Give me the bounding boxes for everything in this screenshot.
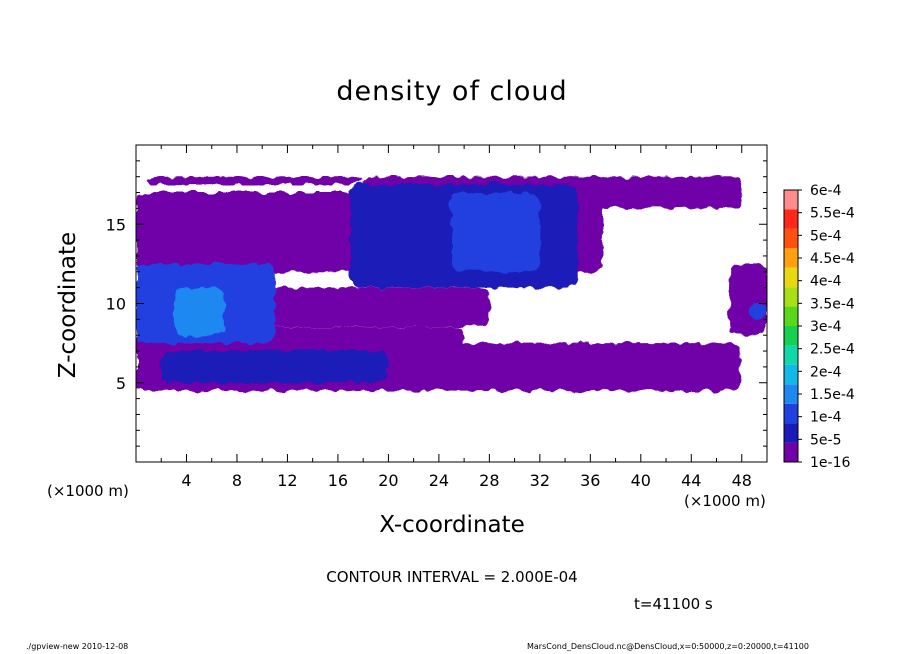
colorbar-swatch (784, 326, 798, 346)
x-tick-label: 8 (232, 471, 242, 490)
colorbar-swatch (784, 209, 798, 229)
colorbar-swatch (784, 190, 798, 210)
contour-interval-label: CONTOUR INTERVAL = 2.000E-04 (0, 568, 904, 586)
x-tick-label: 24 (429, 471, 449, 490)
y-axis-label: Z-coordinate (55, 231, 81, 379)
x-axis-label: X-coordinate (379, 512, 525, 538)
colorbar-swatch (784, 403, 798, 424)
colorbar-swatch (784, 306, 798, 326)
colorbar-label: 1e-16 (810, 455, 850, 471)
cloud-region (729, 263, 767, 336)
time-label: t=41100 s (634, 595, 713, 613)
x-tick-label: 28 (479, 471, 499, 490)
x-axis: 4 8 12 16 20 24 28 32 36 40 44 48 (160, 145, 752, 490)
colorbar-label: 4.5e-4 (810, 251, 855, 267)
colorbar: 1e-16 5e-5 1e-4 1.5e-4 2e-4 2.5e-4 3e-4 3.5e-4 4… (783, 183, 855, 471)
footer-right: MarsCond_DensCloud.nc@DensCloud,x=0:5000… (527, 642, 809, 651)
colorbar-label: 5e-5 (810, 432, 841, 448)
x-tick-label: 16 (328, 471, 348, 490)
colorbar-swatch (784, 423, 798, 443)
colorbar-label: 5e-4 (810, 228, 842, 244)
cloud-region (173, 287, 225, 336)
cloud-region (748, 303, 767, 320)
contour-interval-text: CONTOUR INTERVAL = 2.000E-04 (326, 568, 578, 586)
colorbar-swatch (784, 364, 798, 385)
colorbar-label: 5.5e-4 (810, 206, 855, 222)
colorbar-label: 6e-4 (810, 183, 842, 199)
x-unit-left: (×1000 m) (47, 482, 129, 500)
y-tick-label: 15 (106, 215, 126, 234)
y-tick-label: 10 (106, 295, 126, 314)
colorbar-swatch (784, 287, 798, 307)
colorbar-label: 3.5e-4 (810, 296, 855, 312)
cloud-region (451, 192, 540, 272)
colorbar-label: 1e-4 (810, 410, 842, 426)
x-tick-label: 4 (181, 471, 191, 490)
colorbar-swatch (784, 228, 798, 249)
y-tick-label: 5 (116, 374, 126, 393)
colorbar-label: 4e-4 (810, 274, 842, 290)
cloud-region (161, 351, 389, 383)
x-tick-label: 40 (631, 471, 651, 490)
footer-left: ./gpview-new 2010-12-08 (26, 642, 129, 651)
colorbar-label: 2.5e-4 (810, 342, 855, 358)
colorbar-swatch (784, 267, 798, 288)
cloud-region (148, 176, 364, 185)
x-tick-label: 44 (681, 471, 701, 490)
x-tick-label: 12 (277, 471, 297, 490)
colorbar-swatch (784, 248, 798, 268)
cloud-regions (136, 176, 767, 391)
y-axis: 5 10 15 (106, 160, 767, 447)
chart-title: density of cloud (336, 76, 568, 107)
cloud-region (262, 287, 490, 328)
colorbar-swatch (784, 345, 798, 365)
x-tick-label: 36 (580, 471, 600, 490)
colorbar-label: 1.5e-4 (810, 387, 855, 403)
x-tick-label: 20 (378, 471, 398, 490)
colorbar-swatch (784, 384, 798, 404)
x-unit-right: (×1000 m) (684, 492, 766, 510)
colorbar-label: 2e-4 (810, 364, 842, 380)
colorbar-label: 3e-4 (810, 319, 842, 335)
colorbar-swatch (784, 442, 798, 462)
x-tick-label: 48 (732, 471, 752, 490)
x-tick-label: 32 (530, 471, 550, 490)
